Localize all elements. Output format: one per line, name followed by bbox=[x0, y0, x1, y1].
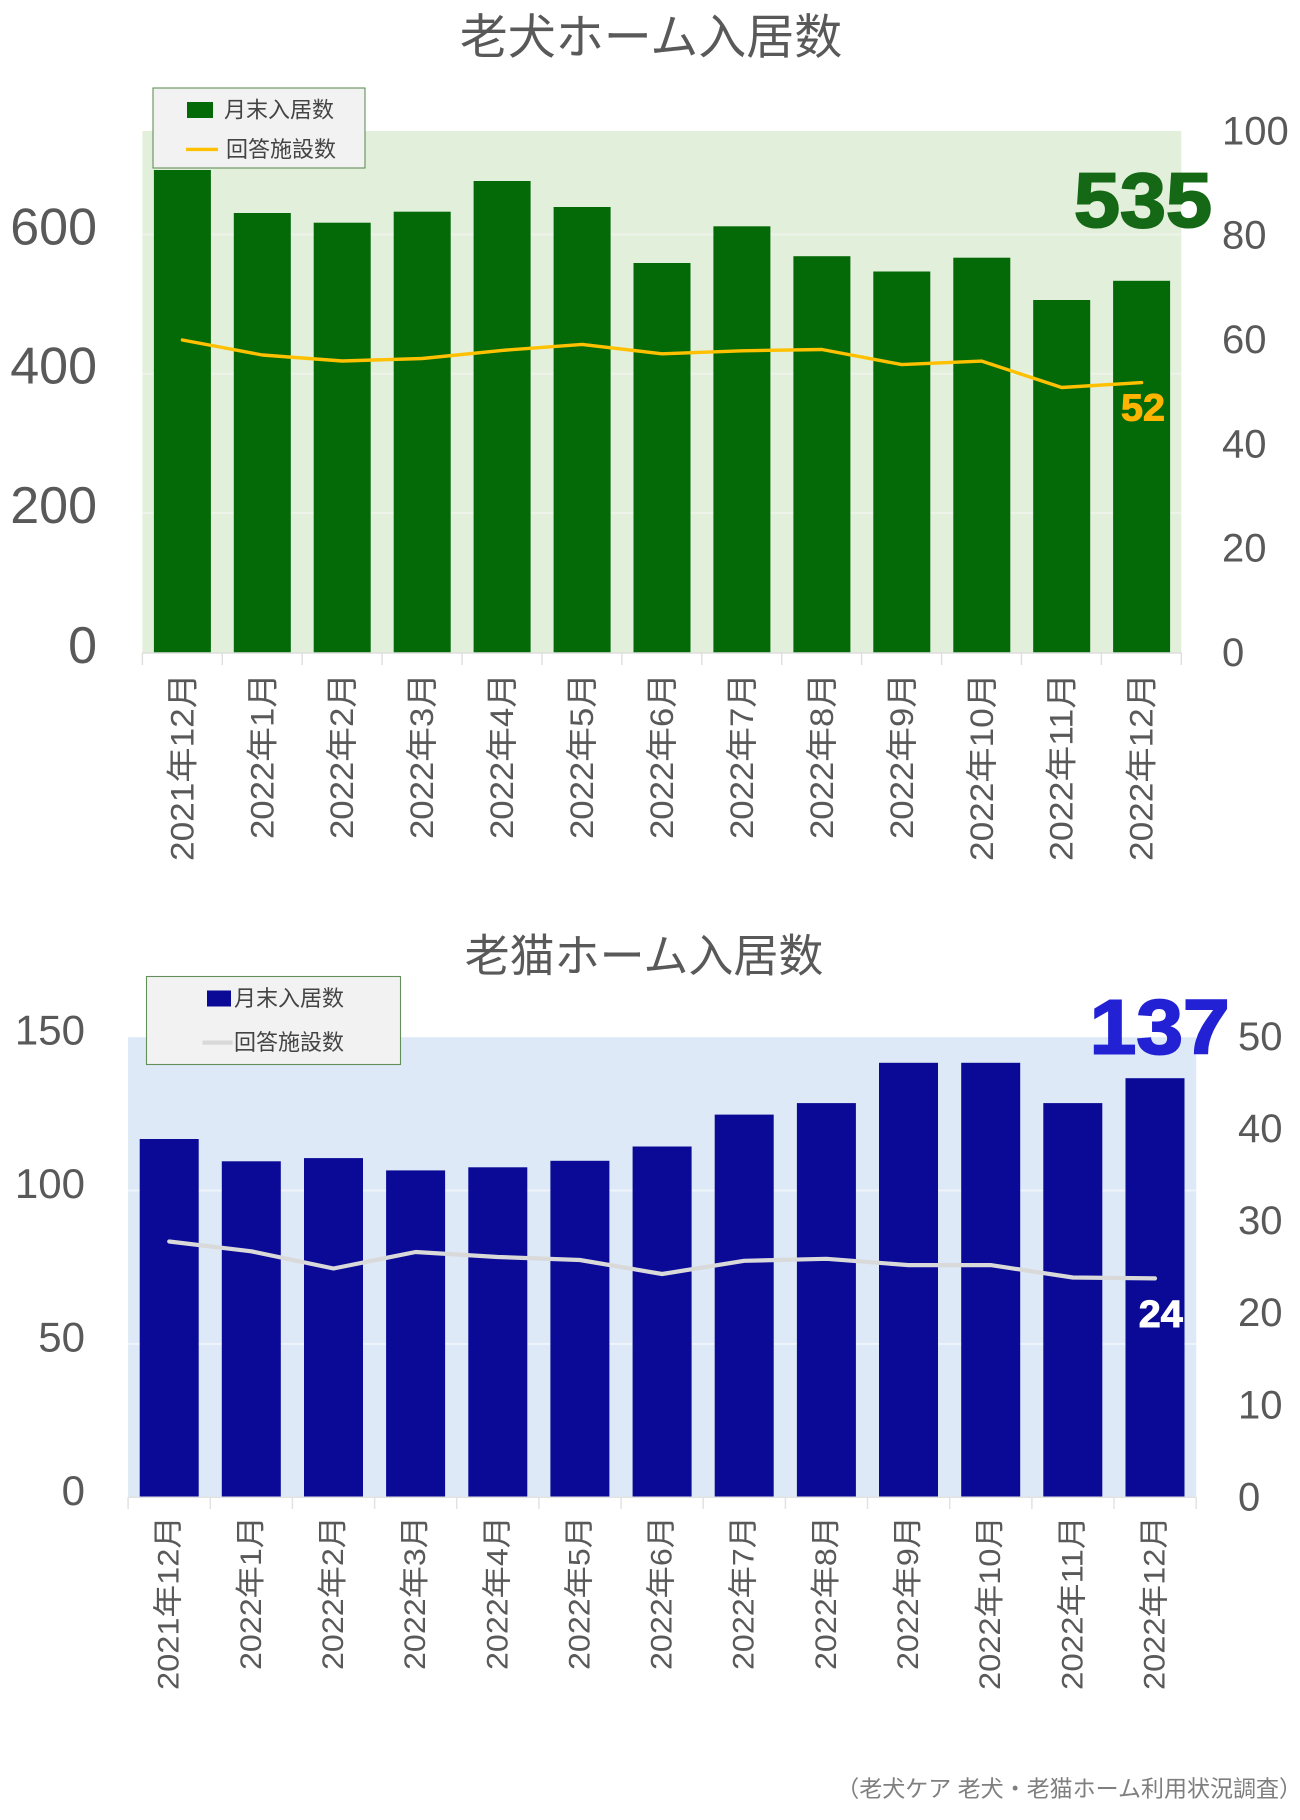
svg-text:20: 20 bbox=[1238, 1291, 1283, 1335]
svg-text:30: 30 bbox=[1238, 1199, 1283, 1243]
svg-text:40: 40 bbox=[1222, 422, 1267, 466]
svg-text:2022年7月: 2022年7月 bbox=[724, 673, 760, 839]
svg-text:（老犬ケア 老犬・老猫ホーム利用状況調査）: （老犬ケア 老犬・老猫ホーム利用状況調査） bbox=[836, 1776, 1300, 1802]
svg-text:2022年2月: 2022年2月 bbox=[324, 673, 360, 839]
svg-text:回答施設数: 回答施設数 bbox=[226, 137, 336, 162]
svg-text:0: 0 bbox=[1238, 1475, 1260, 1519]
svg-text:2022年9月: 2022年9月 bbox=[884, 673, 920, 839]
svg-text:2022年3月: 2022年3月 bbox=[399, 1516, 432, 1670]
svg-text:150: 150 bbox=[15, 1007, 85, 1054]
svg-text:2022年4月: 2022年4月 bbox=[481, 1516, 514, 1670]
svg-text:2022年5月: 2022年5月 bbox=[564, 673, 600, 839]
svg-text:20: 20 bbox=[1222, 527, 1267, 571]
svg-text:2022年5月: 2022年5月 bbox=[563, 1516, 596, 1670]
svg-text:2022年12月: 2022年12月 bbox=[1139, 1516, 1172, 1690]
svg-text:老猫ホーム入居数: 老猫ホーム入居数 bbox=[465, 931, 824, 982]
svg-text:2022年4月: 2022年4月 bbox=[484, 673, 520, 839]
svg-text:60: 60 bbox=[1222, 318, 1267, 362]
svg-text:400: 400 bbox=[10, 338, 97, 396]
svg-text:50: 50 bbox=[38, 1313, 85, 1360]
svg-text:535: 535 bbox=[1074, 158, 1212, 244]
svg-text:2022年9月: 2022年9月 bbox=[892, 1516, 925, 1670]
svg-text:老犬ホーム入居数: 老犬ホーム入居数 bbox=[460, 12, 843, 65]
svg-text:100: 100 bbox=[1222, 109, 1289, 153]
svg-text:2022年12月: 2022年12月 bbox=[1124, 673, 1160, 861]
svg-text:200: 200 bbox=[10, 477, 97, 535]
svg-text:2022年8月: 2022年8月 bbox=[810, 1516, 843, 1670]
svg-text:回答施設数: 回答施設数 bbox=[234, 1030, 344, 1055]
svg-text:0: 0 bbox=[1222, 631, 1244, 675]
svg-text:40: 40 bbox=[1238, 1107, 1283, 1151]
svg-text:0: 0 bbox=[68, 617, 97, 675]
svg-text:100: 100 bbox=[15, 1160, 85, 1207]
svg-text:52: 52 bbox=[1121, 388, 1165, 430]
svg-text:24: 24 bbox=[1139, 1294, 1183, 1336]
svg-text:2022年6月: 2022年6月 bbox=[644, 673, 680, 839]
svg-text:月末入居数: 月末入居数 bbox=[234, 986, 344, 1011]
svg-text:2022年1月: 2022年1月 bbox=[244, 673, 280, 839]
svg-text:0: 0 bbox=[62, 1467, 85, 1514]
svg-text:2022年11月: 2022年11月 bbox=[1056, 1516, 1089, 1690]
svg-text:2022年11月: 2022年11月 bbox=[1044, 673, 1080, 861]
svg-text:50: 50 bbox=[1238, 1015, 1283, 1059]
svg-text:2022年1月: 2022年1月 bbox=[235, 1516, 268, 1670]
svg-text:月末入居数: 月末入居数 bbox=[224, 98, 334, 123]
svg-text:2022年8月: 2022年8月 bbox=[804, 673, 840, 839]
svg-text:2022年10月: 2022年10月 bbox=[964, 673, 1000, 861]
svg-text:80: 80 bbox=[1222, 214, 1267, 258]
svg-text:600: 600 bbox=[10, 199, 97, 257]
svg-text:137: 137 bbox=[1090, 984, 1230, 1070]
svg-text:2022年2月: 2022年2月 bbox=[317, 1516, 350, 1670]
svg-text:2022年3月: 2022年3月 bbox=[404, 673, 440, 839]
svg-text:10: 10 bbox=[1238, 1383, 1283, 1427]
svg-text:2022年6月: 2022年6月 bbox=[646, 1516, 679, 1670]
svg-text:2022年10月: 2022年10月 bbox=[974, 1516, 1007, 1690]
svg-text:2021年12月: 2021年12月 bbox=[153, 1516, 186, 1690]
svg-text:2021年12月: 2021年12月 bbox=[164, 673, 200, 861]
svg-text:2022年7月: 2022年7月 bbox=[728, 1516, 761, 1670]
